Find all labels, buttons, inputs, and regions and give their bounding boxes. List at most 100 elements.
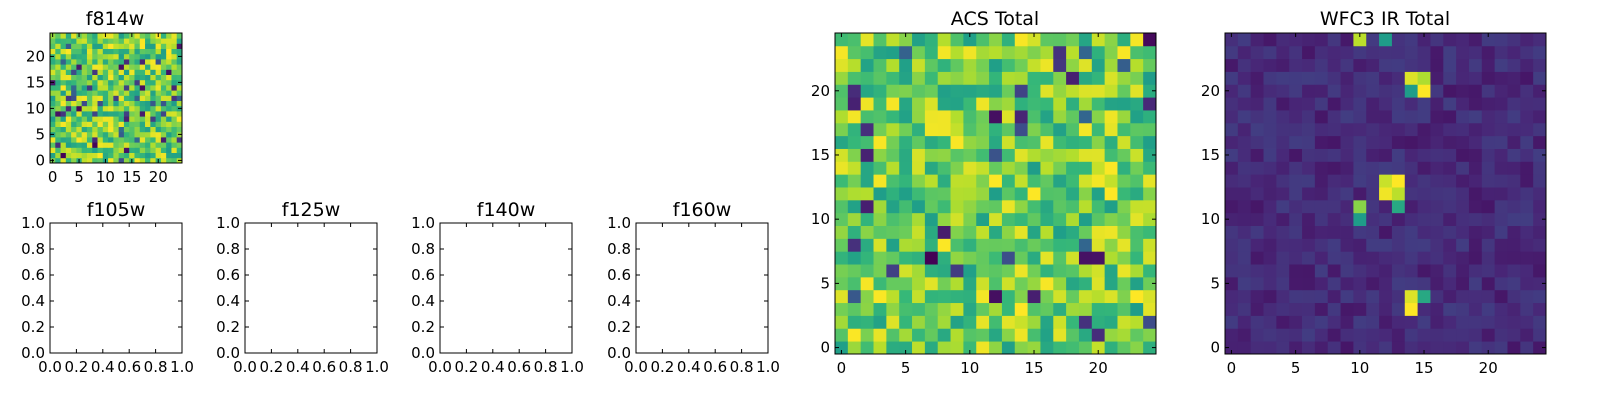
heatmap-cell: [1391, 45, 1406, 60]
heatmap-cell: [1117, 187, 1131, 201]
heatmap-cell: [950, 212, 964, 226]
heatmap-cell: [1520, 187, 1534, 201]
heatmap-cell: [1027, 135, 1041, 149]
heatmap-cell: [1014, 174, 1028, 188]
heatmap-cell: [1104, 148, 1118, 162]
heatmap-cell: [1143, 148, 1157, 162]
heatmap-cell: [1481, 238, 1496, 252]
heatmap-cell: [924, 58, 939, 72]
heatmap-cell: [1417, 199, 1431, 214]
heatmap-cell: [1066, 84, 1080, 98]
x-tick-label: 20: [1089, 359, 1108, 377]
heatmap-cell: [1366, 174, 1380, 188]
heatmap-cell: [155, 79, 162, 86]
heatmap-cell: [50, 59, 56, 65]
heatmap-cell: [145, 100, 151, 107]
heatmap-cell: [1225, 187, 1239, 201]
heatmap-cell: [1507, 174, 1521, 188]
heatmap-cell: [150, 95, 156, 101]
heatmap-cell: [1404, 110, 1418, 124]
heatmap-cell: [1014, 58, 1028, 72]
x-tick-label: 0.6: [117, 358, 141, 376]
heatmap-cell: [145, 38, 151, 44]
heatmap-cell: [1443, 251, 1457, 265]
heatmap-cell: [1276, 148, 1290, 162]
heatmap-cell: [924, 71, 939, 85]
heatmap-cell: [1289, 187, 1303, 201]
heatmap-cell: [97, 142, 104, 148]
heatmap-cell: [1366, 289, 1380, 304]
heatmap-cell: [937, 212, 951, 226]
heatmap-cell: [1340, 315, 1354, 329]
heatmap-cell: [847, 315, 862, 329]
x-tick-label: 15: [1414, 359, 1433, 377]
heatmap-cell: [171, 64, 178, 70]
heatmap-cell: [1494, 148, 1508, 162]
heatmap-cell: [937, 302, 951, 316]
heatmap-cell: [1456, 45, 1470, 60]
heatmap-cell: [1078, 122, 1093, 137]
heatmap-cell: [1417, 161, 1431, 175]
heatmap-cell: [1276, 122, 1290, 137]
heatmap-cell: [1366, 187, 1380, 201]
heatmap-cell: [1430, 328, 1444, 342]
heatmap-cell: [950, 264, 964, 278]
heatmap-cell: [976, 148, 990, 162]
heatmap-cell: [1443, 71, 1457, 85]
heatmap-cell: [1468, 148, 1483, 162]
heatmap-cell: [989, 97, 1003, 111]
heatmap-cell: [1130, 264, 1144, 278]
heatmap-cell: [873, 71, 887, 85]
heatmap-cell: [1366, 341, 1380, 355]
heatmap-cell: [1091, 174, 1106, 188]
heatmap-cell: [1091, 135, 1106, 149]
heatmap-cell: [873, 289, 887, 304]
heatmap-cell: [1237, 187, 1252, 201]
heatmap-cell: [1014, 302, 1028, 316]
heatmap-cell: [1250, 97, 1264, 111]
heatmap-cell: [1263, 341, 1277, 355]
heatmap-cell: [1468, 135, 1483, 149]
heatmap-cell: [65, 131, 72, 138]
heatmap-cell: [847, 58, 862, 72]
heatmap-cell: [139, 69, 146, 75]
heatmap-cell: [1314, 97, 1329, 111]
heatmap-cell: [1353, 58, 1367, 72]
heatmap-cell: [1143, 276, 1157, 291]
heatmap-cell: [1117, 212, 1131, 226]
heatmap-cell: [155, 142, 162, 148]
heatmap-cell: [1001, 341, 1016, 355]
heatmap-cell: [160, 48, 167, 55]
heatmap-cell: [1040, 212, 1054, 226]
heatmap-cell: [1078, 58, 1093, 72]
heatmap-cell: [1533, 71, 1547, 85]
heatmap-cell: [835, 328, 849, 342]
heatmap-cell: [1237, 45, 1252, 60]
heatmap-cell: [1001, 264, 1016, 278]
heatmap-cell: [1250, 341, 1264, 355]
heatmap-cell: [113, 53, 120, 60]
heatmap-cell: [71, 116, 77, 122]
heatmap-cell: [1276, 302, 1290, 316]
heatmap-cell: [1027, 212, 1041, 226]
heatmap-cell: [873, 341, 887, 355]
heatmap-cell: [937, 122, 951, 137]
heatmap-cell: [166, 95, 172, 101]
heatmap-cell: [1430, 199, 1444, 214]
heatmap-cell: [1404, 71, 1418, 85]
heatmap-cell: [1533, 161, 1547, 175]
heatmap-cell: [1353, 276, 1367, 291]
heatmap-cell: [60, 48, 67, 55]
heatmap-cell: [145, 33, 151, 39]
heatmap-cell: [1263, 276, 1277, 291]
heatmap-cell: [1104, 71, 1118, 85]
heatmap-cell: [1366, 148, 1380, 162]
heatmap-cell: [155, 74, 162, 81]
heatmap-cell: [171, 74, 178, 81]
heatmap-cell: [1507, 84, 1521, 98]
heatmap-cell: [1417, 187, 1431, 201]
heatmap-cell: [1302, 264, 1316, 278]
heatmap-cell: [1014, 238, 1028, 252]
heatmap-cell: [1327, 199, 1341, 214]
heatmap-cell: [55, 157, 61, 164]
